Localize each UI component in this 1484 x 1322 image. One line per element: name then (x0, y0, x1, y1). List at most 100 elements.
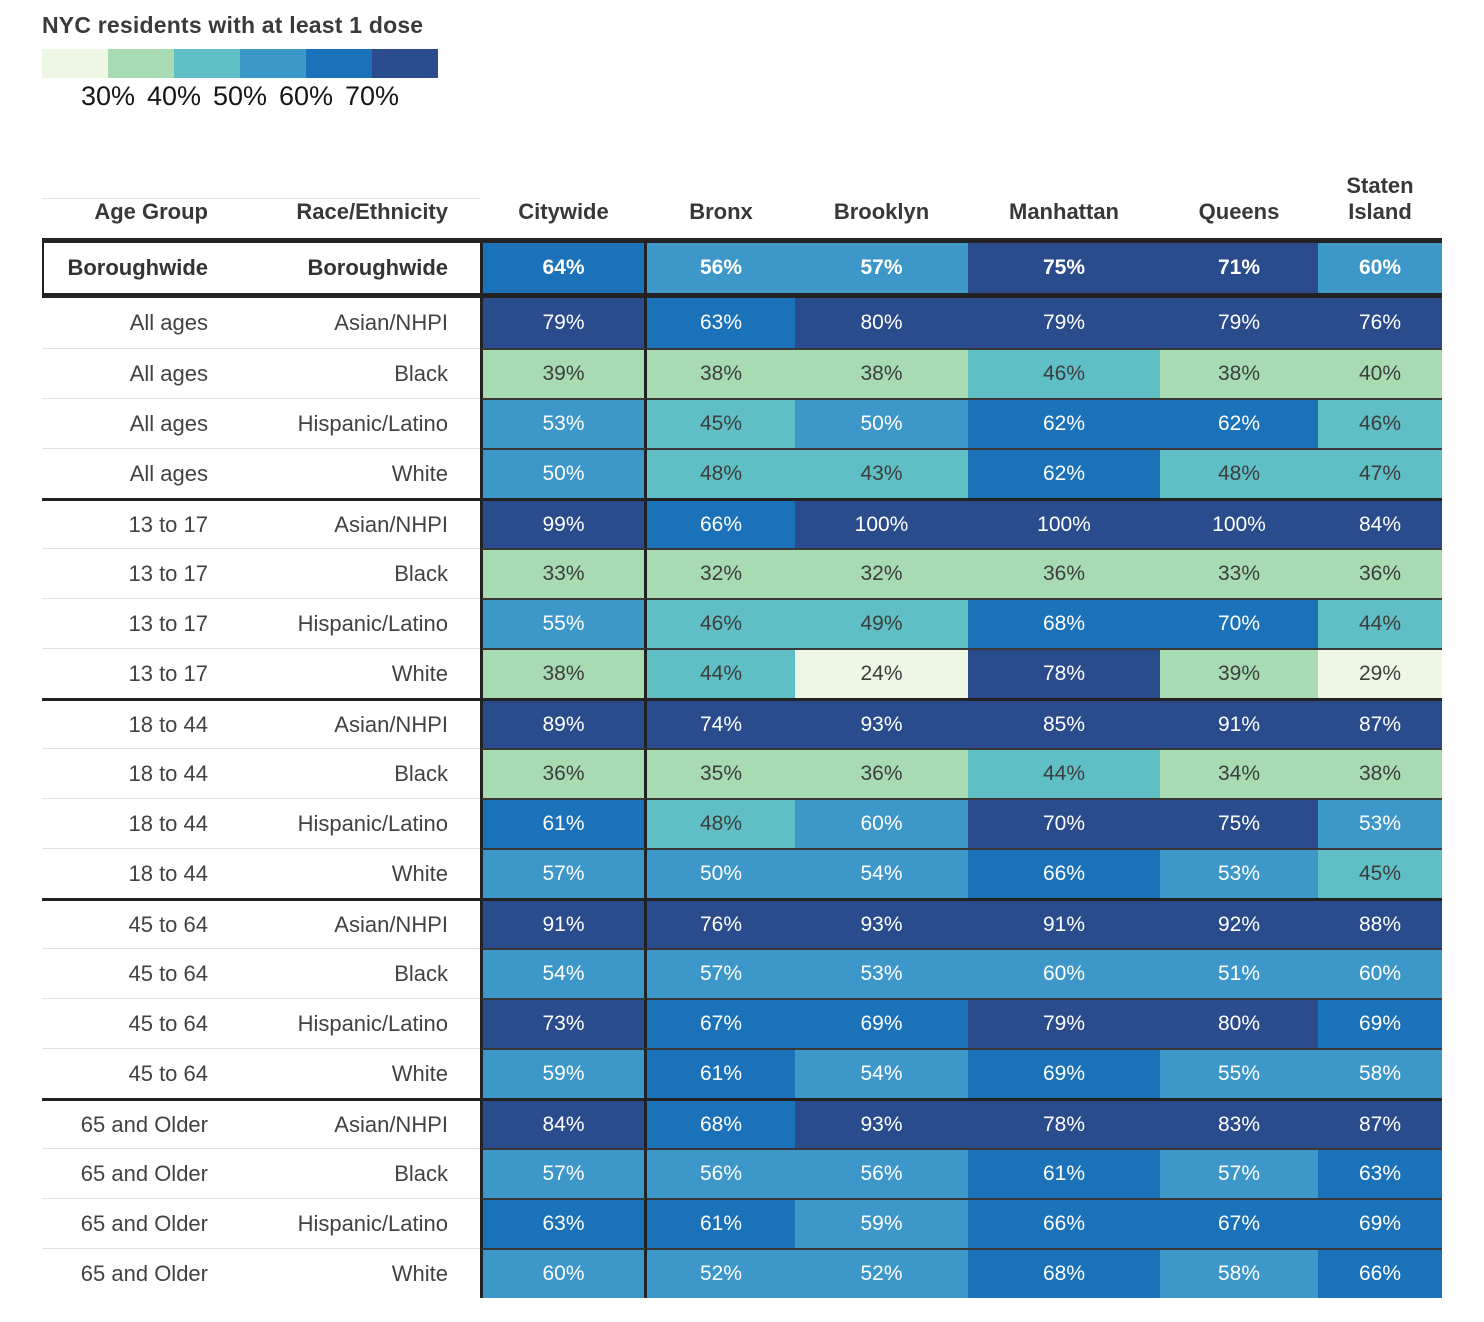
value-cell-brooklyn: 38% (795, 348, 968, 398)
value-cell-brooklyn: 43% (795, 448, 968, 498)
table-header-row: Age Group Race/Ethnicity Citywide Bronx Broo… (42, 150, 1442, 243)
value-cell-bronx: 48% (647, 448, 795, 498)
age-group-cell: All ages (42, 298, 250, 348)
value-cell-brooklyn: 93% (795, 1098, 968, 1148)
value-cell-queens: 33% (1160, 548, 1318, 598)
value-cell-staten-island: 87% (1318, 1098, 1442, 1148)
race-ethnicity-cell: Black (250, 748, 480, 798)
race-ethnicity-cell: Boroughwide (250, 243, 480, 298)
age-group-cell: All ages (42, 448, 250, 498)
table-row: 65 and Older Asian/NHPI 84% 68% 93% 78% 83% 87% (42, 1098, 1442, 1148)
table-row: 18 to 44 Asian/NHPI 89% 74% 93% 85% 91% 87% (42, 698, 1442, 748)
value-cell-bronx: 63% (647, 298, 795, 348)
value-cell-manhattan: 61% (968, 1148, 1160, 1198)
table-row: 13 to 17 Asian/NHPI 99% 66% 100% 100% 100% 84% (42, 498, 1442, 548)
value-cell-staten-island: 87% (1318, 698, 1442, 748)
value-cell-brooklyn: 60% (795, 798, 968, 848)
race-ethnicity-cell: White (250, 1048, 480, 1098)
table-row: 45 to 64 White 59% 61% 54% 69% 55% 58% (42, 1048, 1442, 1098)
chart-title: NYC residents with at least 1 dose (42, 12, 424, 38)
value-cell-queens: 57% (1160, 1148, 1318, 1198)
race-ethnicity-cell: Black (250, 548, 480, 598)
value-cell-brooklyn: 24% (795, 648, 968, 698)
race-ethnicity-cell: Hispanic/Latino (250, 998, 480, 1048)
value-cell-manhattan: 46% (968, 348, 1160, 398)
race-ethnicity-cell: Hispanic/Latino (250, 398, 480, 448)
legend-tick-labels: 30% 40% 50% 60% 70% (75, 81, 1484, 112)
value-cell-manhattan: 78% (968, 1098, 1160, 1148)
value-cell-queens: 92% (1160, 898, 1318, 948)
value-cell-manhattan: 44% (968, 748, 1160, 798)
race-ethnicity-cell: Asian/NHPI (250, 698, 480, 748)
column-header-queens: Queens (1160, 198, 1318, 238)
value-cell-bronx: 50% (647, 848, 795, 898)
age-group-cell: 65 and Older (42, 1248, 250, 1298)
age-group-cell: 13 to 17 (42, 548, 250, 598)
value-cell-manhattan: 91% (968, 898, 1160, 948)
value-cell-brooklyn: 54% (795, 1048, 968, 1098)
value-cell-citywide: 53% (480, 398, 647, 448)
table-row: 45 to 64 Hispanic/Latino 73% 67% 69% 79% 80% 69… (42, 998, 1442, 1048)
column-header-brooklyn: Brooklyn (795, 198, 968, 238)
age-group-cell: 65 and Older (42, 1098, 250, 1148)
value-cell-citywide: 60% (480, 1248, 647, 1298)
value-cell-bronx: 56% (647, 243, 795, 298)
value-cell-queens: 83% (1160, 1098, 1318, 1148)
table-row: 13 to 17 Hispanic/Latino 55% 46% 49% 68% 70% 44… (42, 598, 1442, 648)
value-cell-citywide: 57% (480, 848, 647, 898)
race-ethnicity-cell: White (250, 848, 480, 898)
column-header-age-group: Age Group (42, 197, 250, 238)
age-group-cell: 45 to 64 (42, 898, 250, 948)
age-group-cell: All ages (42, 348, 250, 398)
value-cell-bronx: 44% (647, 648, 795, 698)
age-group-cell: 45 to 64 (42, 948, 250, 998)
age-group-cell: 18 to 44 (42, 698, 250, 748)
value-cell-queens: 51% (1160, 948, 1318, 998)
value-cell-manhattan: 68% (968, 1248, 1160, 1298)
table-row: 18 to 44 Hispanic/Latino 61% 48% 60% 70% 75% 53… (42, 798, 1442, 848)
race-ethnicity-cell: Black (250, 1148, 480, 1198)
value-cell-manhattan: 66% (968, 1198, 1160, 1248)
value-cell-staten-island: 69% (1318, 1198, 1442, 1248)
value-cell-queens: 34% (1160, 748, 1318, 798)
table-row: All ages Asian/NHPI 79% 63% 80% 79% 79% 76% (42, 298, 1442, 348)
age-group-cell: 65 and Older (42, 1198, 250, 1248)
value-cell-manhattan: 66% (968, 848, 1160, 898)
value-cell-brooklyn: 93% (795, 698, 968, 748)
legend-swatch (42, 49, 108, 78)
value-cell-citywide: 99% (480, 498, 647, 548)
table-row: 18 to 44 White 57% 50% 54% 66% 53% 45% (42, 848, 1442, 898)
value-cell-bronx: 76% (647, 898, 795, 948)
table-row: All ages Hispanic/Latino 53% 45% 50% 62% 62% 46… (42, 398, 1442, 448)
value-cell-manhattan: 78% (968, 648, 1160, 698)
value-cell-queens: 48% (1160, 448, 1318, 498)
value-cell-queens: 39% (1160, 648, 1318, 698)
value-cell-manhattan: 62% (968, 448, 1160, 498)
race-ethnicity-cell: Asian/NHPI (250, 898, 480, 948)
value-cell-citywide: 38% (480, 648, 647, 698)
legend-swatch (174, 49, 240, 78)
value-cell-citywide: 39% (480, 348, 647, 398)
table-row: 18 to 44 Black 36% 35% 36% 44% 34% 38% (42, 748, 1442, 798)
age-group-cell: 13 to 17 (42, 598, 250, 648)
value-cell-bronx: 48% (647, 798, 795, 848)
value-cell-brooklyn: 80% (795, 298, 968, 348)
race-ethnicity-cell: Hispanic/Latino (250, 598, 480, 648)
legend-swatch (306, 49, 372, 78)
value-cell-brooklyn: 50% (795, 398, 968, 448)
value-cell-bronx: 74% (647, 698, 795, 748)
value-cell-citywide: 91% (480, 898, 647, 948)
value-cell-citywide: 79% (480, 298, 647, 348)
value-cell-manhattan: 60% (968, 948, 1160, 998)
value-cell-brooklyn: 53% (795, 948, 968, 998)
age-group-cell: Boroughwide (42, 243, 250, 298)
legend-swatch (372, 49, 438, 78)
value-cell-citywide: 73% (480, 998, 647, 1048)
value-cell-bronx: 68% (647, 1098, 795, 1148)
value-cell-bronx: 61% (647, 1048, 795, 1098)
value-cell-bronx: 52% (647, 1248, 795, 1298)
value-cell-queens: 38% (1160, 348, 1318, 398)
value-cell-staten-island: 47% (1318, 448, 1442, 498)
value-cell-staten-island: 66% (1318, 1248, 1442, 1298)
value-cell-manhattan: 100% (968, 498, 1160, 548)
